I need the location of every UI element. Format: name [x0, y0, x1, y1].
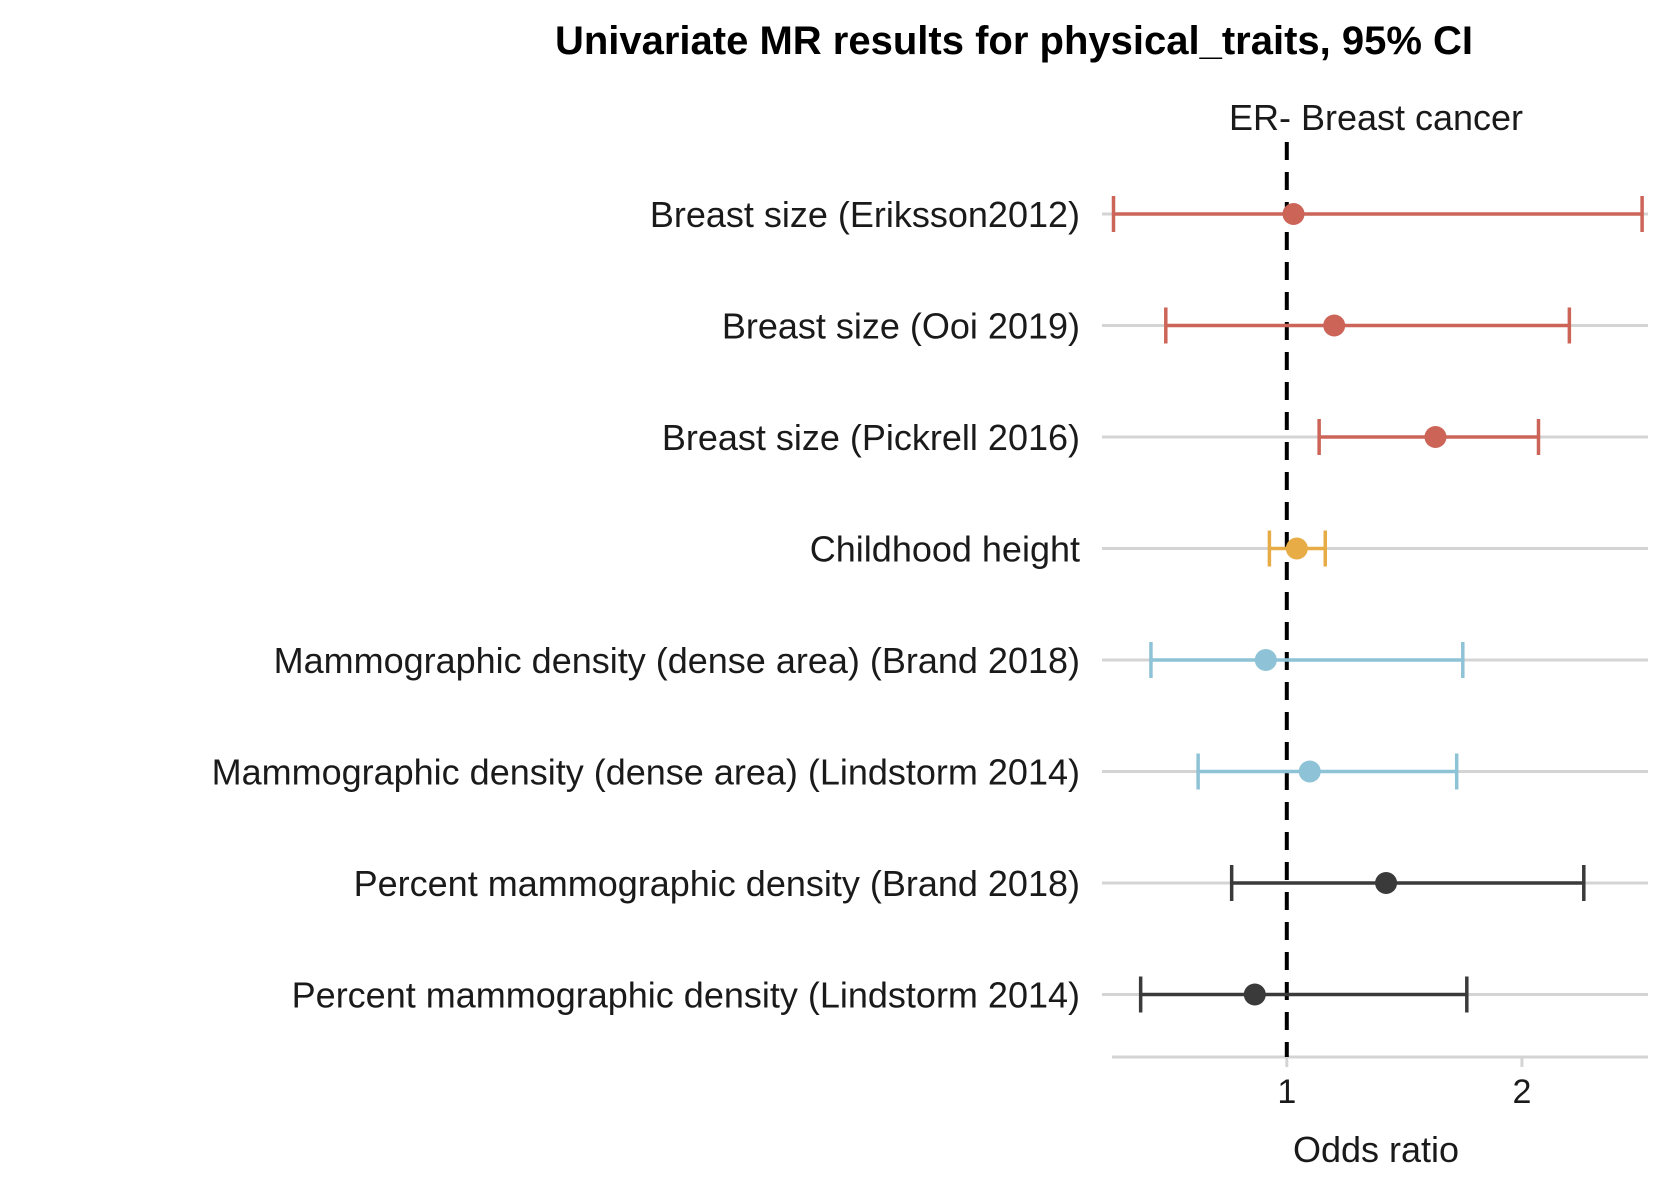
estimate-row	[1196, 753, 1459, 790]
estimate-row	[1229, 865, 1586, 901]
estimate-row	[1111, 196, 1644, 232]
point-estimate	[1298, 760, 1321, 783]
row-label: Childhood height	[810, 529, 1080, 570]
row-label: Mammographic density (dense area) (Brand…	[274, 640, 1080, 681]
point-estimate	[1323, 314, 1346, 337]
point-estimate	[1254, 649, 1277, 671]
point-estimate	[1243, 983, 1266, 1006]
gridlines	[1102, 212, 1648, 996]
row-label: Percent mammographic density (Brand 2018…	[354, 863, 1080, 904]
facet-label: ER- Breast cancer	[1229, 97, 1523, 138]
estimate-row	[1317, 419, 1541, 455]
row-label: Breast size (Ooi 2019)	[722, 306, 1080, 347]
point-estimate	[1282, 203, 1305, 225]
point-estimate	[1375, 872, 1398, 894]
estimate-row	[1149, 642, 1465, 678]
estimate-row	[1164, 307, 1572, 344]
x-axis-label: Odds ratio	[1293, 1129, 1459, 1170]
row-labels: Breast size (Eriksson2012) Breast size (O…	[212, 194, 1080, 1016]
chart-title: Univariate MR results for physical_trait…	[555, 19, 1473, 63]
point-estimate	[1424, 426, 1447, 448]
row-label: Breast size (Eriksson2012)	[650, 194, 1080, 235]
estimate-rows	[1111, 196, 1644, 1013]
estimate-row	[1267, 530, 1327, 567]
row-label: Mammographic density (dense area) (Linds…	[212, 752, 1080, 793]
x-tick-label: 1	[1277, 1073, 1296, 1111]
row-label: Percent mammographic density (Lindstorm …	[292, 975, 1080, 1016]
x-tick-label: 2	[1512, 1073, 1531, 1111]
point-estimate	[1285, 537, 1308, 560]
row-label: Breast size (Pickrell 2016)	[662, 417, 1080, 458]
estimate-row	[1138, 976, 1469, 1013]
